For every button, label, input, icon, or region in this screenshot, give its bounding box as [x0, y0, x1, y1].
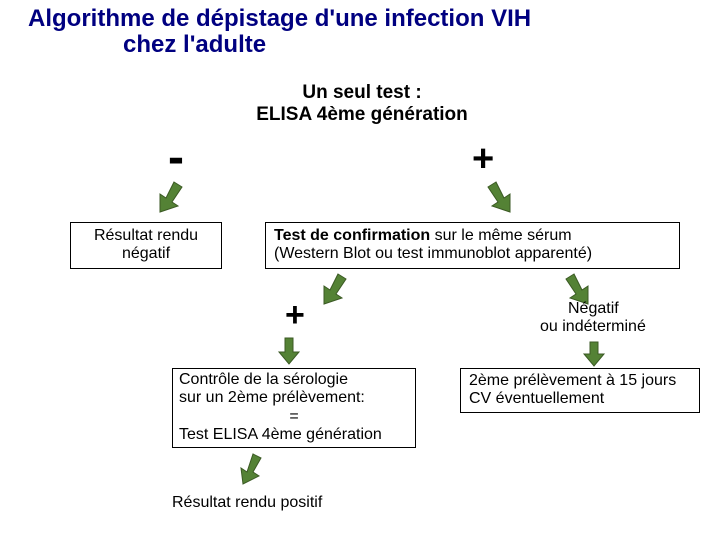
neg-indet-line-1: Négatif [540, 300, 619, 317]
arrow-icon [482, 180, 522, 216]
minus-sign: - [168, 134, 184, 182]
confirmation-rest: sur le même sérum [430, 227, 571, 244]
control-line-2: sur un 2ème prélèvement: [179, 389, 365, 406]
subtitle-line-1: Un seul test : [302, 82, 421, 103]
confirmation-bold: Test de confirmation [274, 227, 430, 244]
neg-line-1: Résultat rendu [94, 227, 198, 244]
arrow-icon [580, 340, 608, 368]
confirmation-box: Test de confirmation sur le même sérum (… [265, 222, 680, 269]
title-line-2: chez l'adulte [28, 31, 266, 58]
arrow-icon [235, 452, 271, 488]
slide-title: Algorithme de dépistage d'une infection … [28, 6, 531, 59]
plus-sign-top: + [472, 140, 494, 178]
neg-indet-line-2: ou indéterminé [540, 318, 646, 335]
positive-result-label: Résultat rendu positif [172, 494, 322, 512]
arrow-icon [150, 180, 190, 216]
second-line-1: 2ème prélèvement à 15 jours [469, 372, 676, 389]
second-line-2: CV éventuellement [469, 390, 604, 407]
arrow-icon [314, 272, 354, 308]
subtitle: Un seul test : ELISA 4ème génération [232, 82, 492, 126]
control-line-3: = [289, 408, 298, 425]
plus-sign-mid: + [285, 298, 305, 332]
neg-line-2: négatif [122, 245, 170, 262]
subtitle-line-2: ELISA 4ème génération [256, 104, 468, 125]
confirmation-line-2: (Western Blot ou test immunoblot apparen… [274, 245, 592, 262]
negative-result-box: Résultat rendu négatif [70, 222, 222, 269]
arrow-icon [275, 336, 303, 366]
title-line-1: Algorithme de dépistage d'une infection … [28, 5, 531, 32]
neg-indet-label: Négatif ou indéterminé [540, 300, 646, 337]
control-line-1: Contrôle de la sérologie [179, 371, 348, 388]
control-box: Contrôle de la sérologie sur un 2ème pré… [172, 368, 416, 448]
second-sample-box: 2ème prélèvement à 15 jours CV éventuell… [460, 368, 700, 413]
control-line-4: Test ELISA 4ème génération [179, 426, 382, 443]
